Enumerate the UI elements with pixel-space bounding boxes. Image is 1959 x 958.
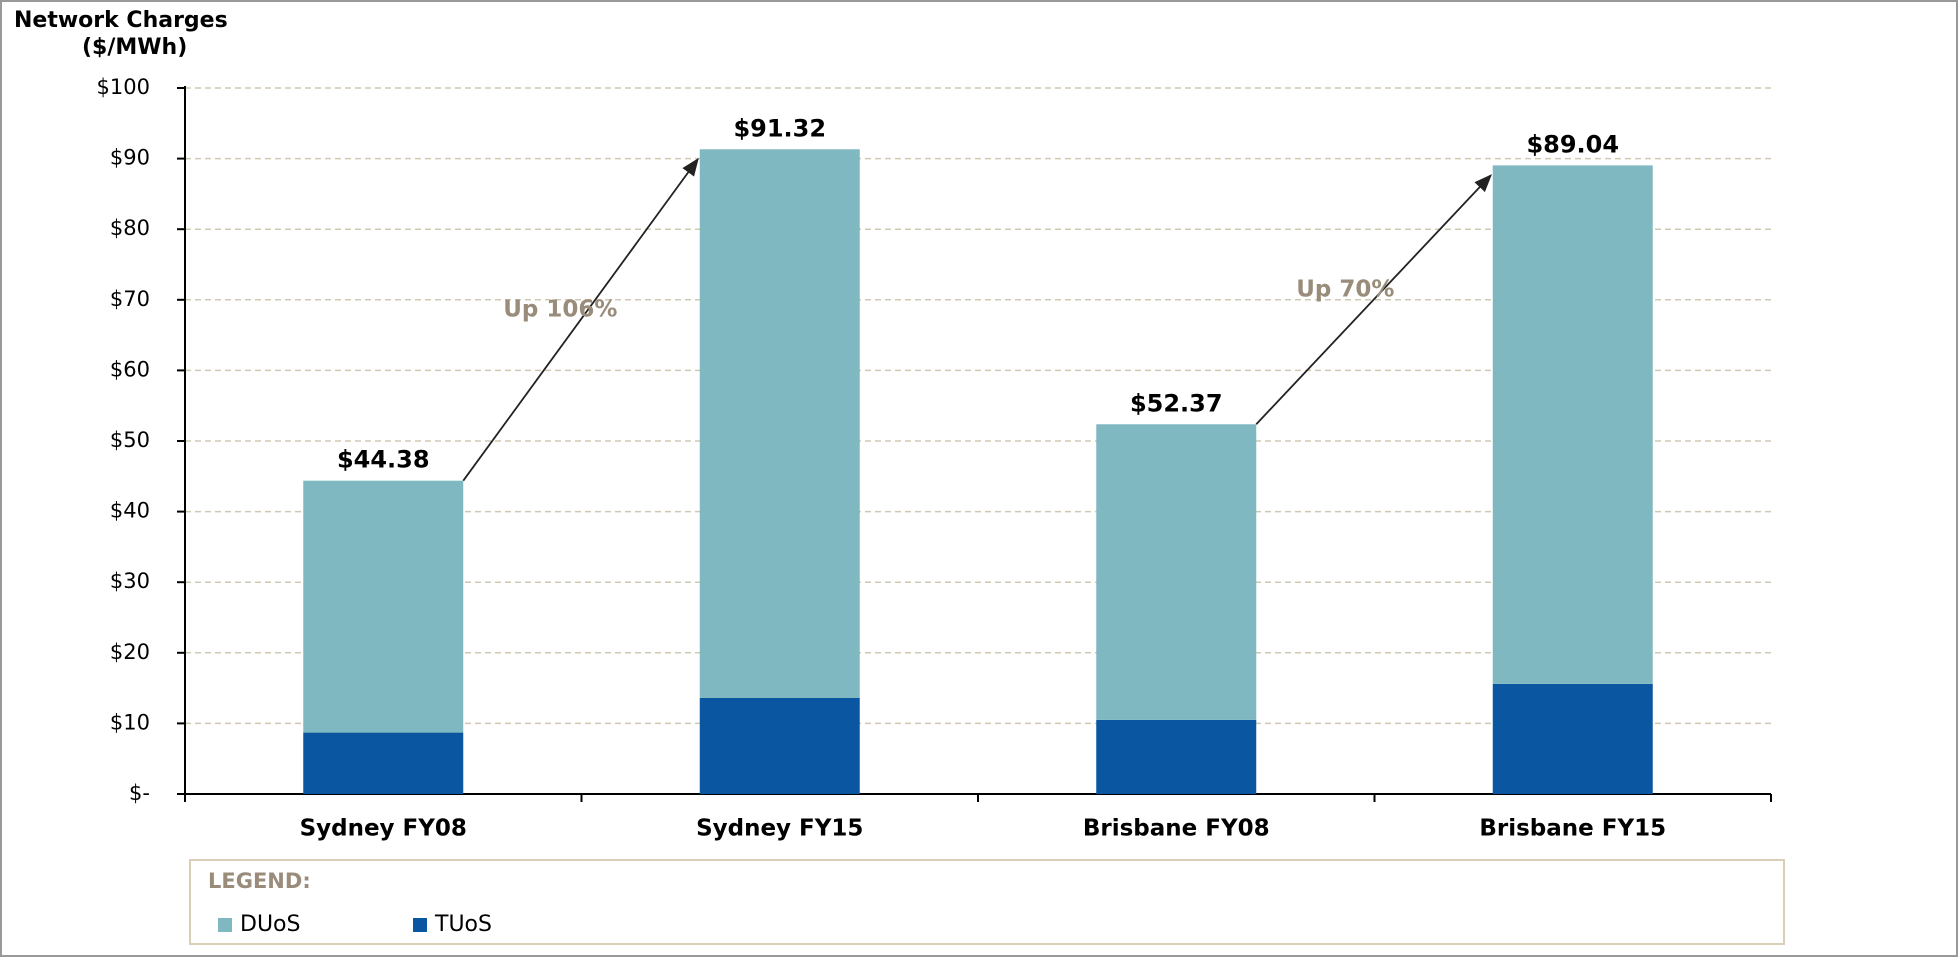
x-tick-label: Brisbane FY15	[1479, 816, 1666, 842]
bar-segment	[1096, 424, 1257, 720]
annotation-arrow	[462, 157, 699, 482]
y-tick-label: $80	[110, 216, 150, 240]
legend-label: DUoS	[240, 912, 300, 937]
x-tick-label: Sydney FY08	[300, 816, 467, 842]
legend-box	[189, 859, 1785, 945]
legend-swatch	[218, 918, 232, 932]
annotation-arrow	[1255, 174, 1492, 425]
chart-title: Network Charges	[14, 8, 228, 33]
y-tick-label: $100	[97, 75, 150, 99]
total-label: $91.32	[733, 114, 826, 142]
annotation: Up 70%	[1296, 276, 1394, 302]
bar-segment	[1096, 719, 1257, 794]
total-label: $44.38	[337, 446, 430, 474]
bar-segment	[699, 697, 860, 794]
legend-label: TUoS	[434, 912, 492, 937]
x-tick-label: Brisbane FY08	[1083, 816, 1270, 842]
total-label: $89.04	[1526, 130, 1619, 158]
y-tick-label: $60	[110, 357, 150, 381]
y-axis-label: ($/MWh)	[82, 35, 187, 60]
y-tick-label: $-	[129, 781, 150, 805]
bar-segment	[303, 732, 464, 794]
y-tick-label: $10	[110, 710, 150, 734]
y-tick-label: $70	[110, 287, 150, 311]
bar-segment	[1492, 165, 1653, 684]
annotation: Up 106%	[503, 296, 617, 322]
y-tick-label: $90	[110, 146, 150, 170]
y-tick-label: $20	[110, 640, 150, 664]
y-tick-label: $30	[110, 569, 150, 593]
legend-swatch	[413, 918, 427, 932]
total-label: $52.37	[1130, 389, 1223, 417]
bar-segment	[699, 149, 860, 698]
legend-title: LEGEND:	[208, 869, 311, 893]
bar-segment	[1492, 683, 1653, 794]
y-tick-label: $40	[110, 499, 150, 523]
bar-segment	[303, 480, 464, 733]
x-tick-label: Sydney FY15	[696, 816, 863, 842]
y-tick-label: $50	[110, 428, 150, 452]
